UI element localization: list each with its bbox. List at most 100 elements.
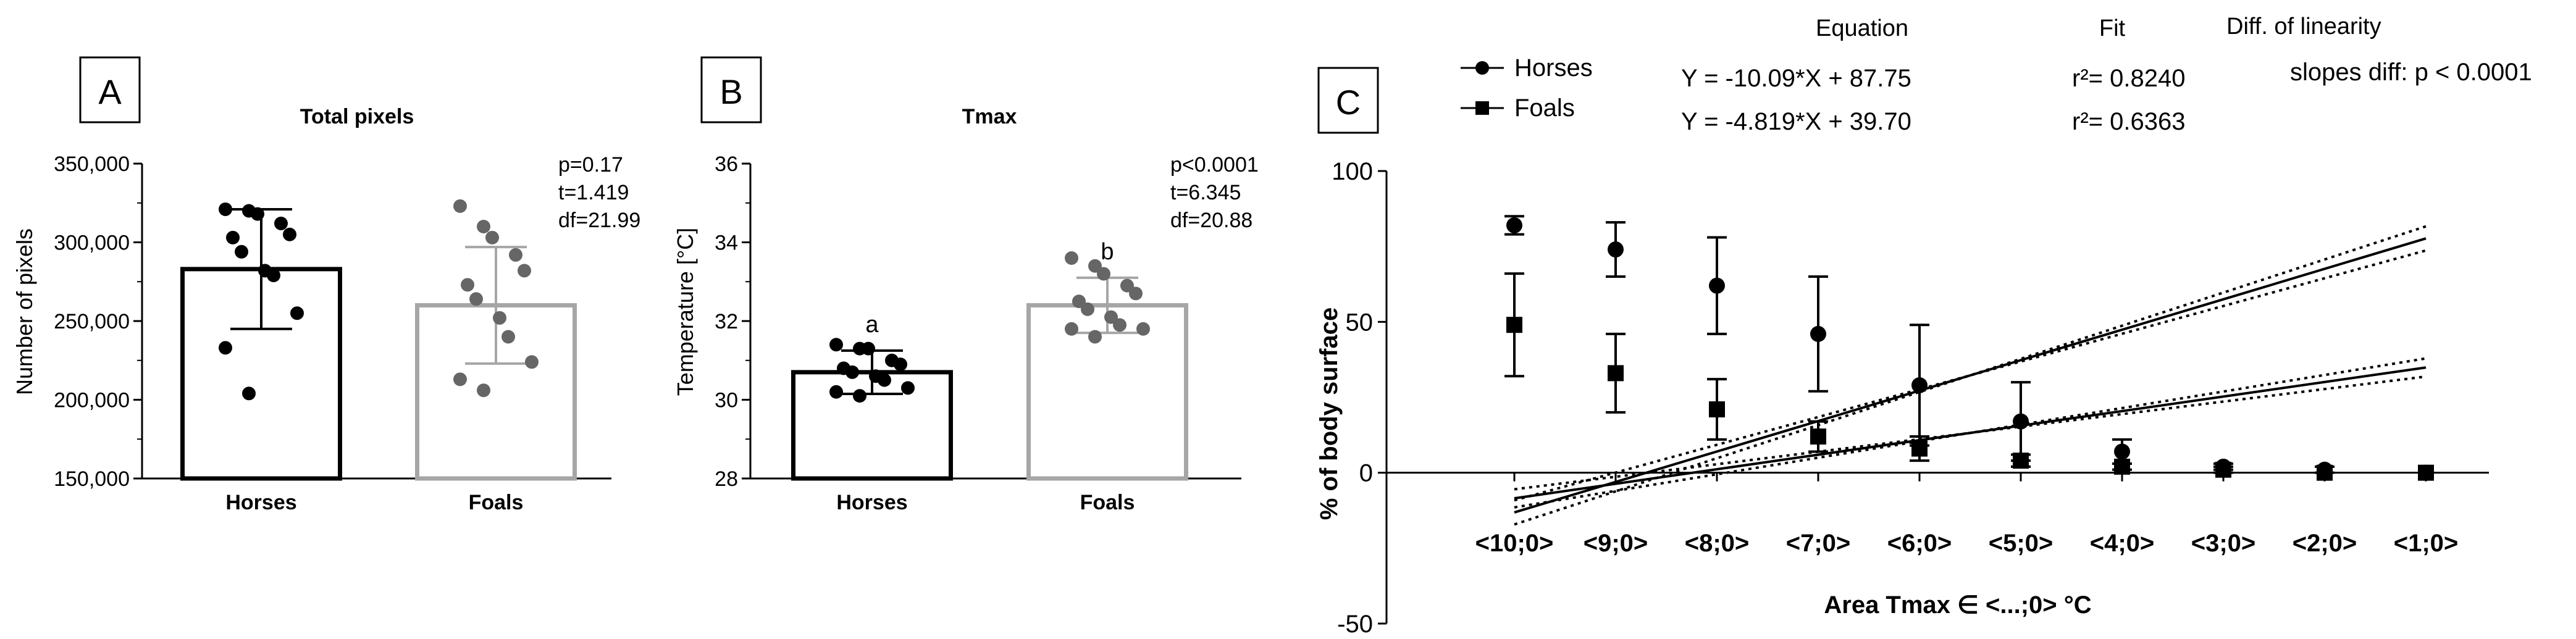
data-point xyxy=(290,306,304,320)
panel-c-letter-box xyxy=(1317,67,1379,134)
x-tick-label: <6;0> xyxy=(1887,530,1952,557)
data-point xyxy=(251,207,264,221)
x-tick-label: Horses xyxy=(836,491,907,514)
data-point xyxy=(853,389,866,403)
data-point xyxy=(1088,330,1102,344)
panel-b-title: Tmax xyxy=(962,105,1017,128)
foals-fit: r²= 0.6363 xyxy=(2072,108,2185,135)
data-point xyxy=(862,341,875,356)
data-point xyxy=(242,386,256,401)
data-point xyxy=(1065,251,1078,265)
panel-b-stat-t: t=6.345 xyxy=(1170,181,1241,204)
data-point xyxy=(453,372,467,386)
data-point-foals xyxy=(2114,458,2130,475)
data-point xyxy=(845,365,859,379)
data-point-horses xyxy=(2114,443,2130,460)
significance-letter: a xyxy=(865,312,879,338)
x-tick-label: Foals xyxy=(1080,491,1135,514)
x-tick-label: <3;0> xyxy=(2191,530,2256,557)
y-tick-label: 250,000 xyxy=(54,310,130,333)
x-tick-label: Horses xyxy=(225,491,296,514)
panel-b-stat-p: p<0.0001 xyxy=(1170,153,1259,177)
x-tick-label: <9;0> xyxy=(1584,530,1648,557)
data-point xyxy=(501,330,515,344)
panel-a-stat-t: t=1.419 xyxy=(558,181,629,204)
data-point xyxy=(283,227,296,241)
y-tick-label: 0 xyxy=(1359,460,1373,487)
data-point-foals xyxy=(1810,428,1826,445)
panel-a-title: Total pixels xyxy=(300,105,414,128)
data-point xyxy=(1120,278,1134,293)
slopes-diff: slopes diff: p < 0.0001 xyxy=(2290,59,2532,86)
data-point xyxy=(1136,322,1150,336)
panel-a-letter-box xyxy=(79,56,141,123)
x-tick-label: <10;0> xyxy=(1475,530,1554,557)
foals-equation: Y = -4.819*X + 39.70 xyxy=(1681,108,1911,135)
panel-a-letter: A xyxy=(98,72,122,111)
x-tick-label: <7;0> xyxy=(1786,530,1851,557)
x-tick-label: Foals xyxy=(469,491,524,514)
data-point xyxy=(453,199,467,213)
horses-fit: r²= 0.8240 xyxy=(2072,65,2185,92)
panel-a-stat-p: p=0.17 xyxy=(558,153,623,177)
confidence-band-upper xyxy=(1514,375,2427,491)
data-point-horses xyxy=(1506,217,1522,233)
equation-header: Equation xyxy=(1816,15,1908,41)
data-point xyxy=(469,292,483,306)
legend-foals-label: Foals xyxy=(1514,94,1575,122)
data-point xyxy=(1113,318,1126,332)
panel-b-letter: B xyxy=(720,72,742,111)
data-point-horses xyxy=(1709,277,1725,294)
panel-b-y-axis-label: Temperature [°C] xyxy=(673,228,698,396)
data-point xyxy=(829,338,843,352)
y-tick-label: 350,000 xyxy=(54,152,130,176)
data-point-foals xyxy=(1608,365,1624,382)
data-point xyxy=(235,244,248,259)
y-tick-label: 300,000 xyxy=(54,232,130,255)
data-point xyxy=(878,373,891,387)
legend-horses-label: Horses xyxy=(1514,54,1593,81)
legend-horses-marker xyxy=(1475,61,1489,75)
x-tick-label: <4;0> xyxy=(2090,530,2155,557)
y-tick-label: 36 xyxy=(715,152,738,176)
panel-b-stat-df: df=20.88 xyxy=(1170,209,1252,232)
data-point xyxy=(894,357,907,372)
y-tick-label: 32 xyxy=(715,310,738,333)
x-tick-label: <2;0> xyxy=(2293,530,2357,557)
data-point xyxy=(485,230,499,244)
panel-a: A Total pixels Number of pixels p=0.17 t… xyxy=(12,56,640,514)
data-point xyxy=(1081,302,1094,316)
x-tick-label: <5;0> xyxy=(1989,530,2054,557)
linearity-header: Diff. of linearity xyxy=(2226,14,2381,40)
data-point-foals xyxy=(2013,453,2029,469)
data-point xyxy=(267,269,280,283)
panel-a-y-axis-label: Number of pixels xyxy=(12,228,37,395)
data-point-horses xyxy=(1810,325,1826,342)
data-point xyxy=(1088,259,1102,273)
data-point-foals xyxy=(1709,401,1725,418)
data-point xyxy=(829,385,843,399)
panel-a-plot: 350,000 300,000 250,000 200,000 150,000 Horse… xyxy=(54,152,611,514)
data-point xyxy=(477,220,490,233)
data-point xyxy=(518,264,531,278)
data-point xyxy=(219,341,232,355)
y-tick-label: 34 xyxy=(715,232,738,255)
panel-b: B Tmax Temperature [°C] p<0.0001 t=6.345… xyxy=(673,56,1259,514)
data-point-horses xyxy=(1911,377,1928,393)
data-point-foals xyxy=(1911,440,1928,457)
y-tick-label: 50 xyxy=(1346,309,1374,336)
data-point xyxy=(1072,294,1086,309)
fit-line-horses xyxy=(1514,237,2427,514)
data-point-horses xyxy=(1608,241,1624,258)
y-tick-label: -50 xyxy=(1337,611,1373,638)
data-point xyxy=(1097,267,1110,281)
data-point xyxy=(525,355,539,369)
data-point xyxy=(226,230,240,244)
y-tick-label: 150,000 xyxy=(54,467,130,491)
data-point-foals xyxy=(2317,464,2333,481)
x-tick-label: <1;0> xyxy=(2394,530,2459,557)
horses-equation: Y = -10.09*X + 87.75 xyxy=(1681,65,1911,92)
data-point xyxy=(274,216,288,230)
y-tick-label: 30 xyxy=(715,389,738,412)
panel-b-letter-box xyxy=(700,56,762,123)
